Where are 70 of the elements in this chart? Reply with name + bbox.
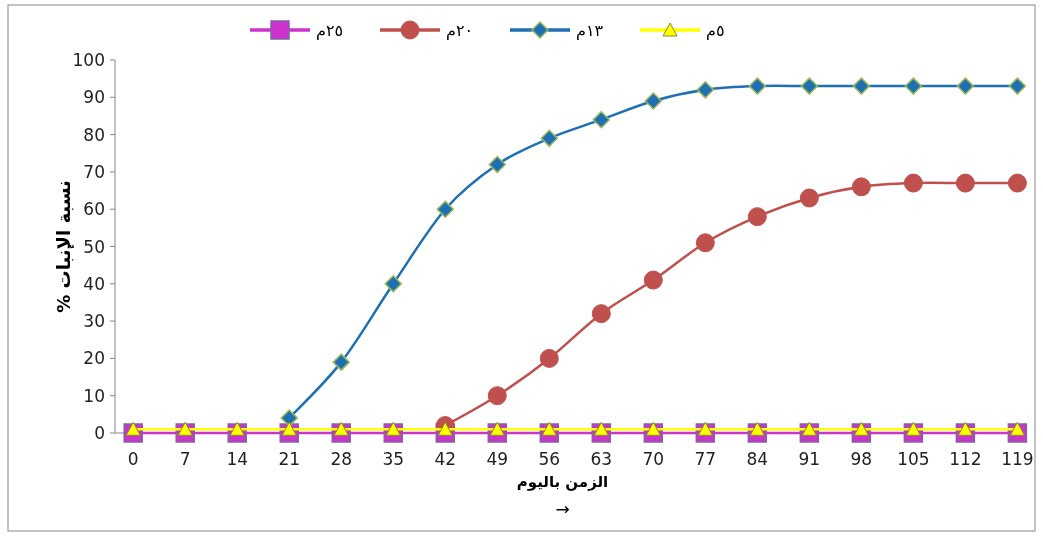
y-tick-label: 30 bbox=[83, 311, 105, 332]
x-tick-label: 28 bbox=[330, 449, 353, 469]
y-tick-label: 0 bbox=[94, 423, 105, 443]
x-tick-label: 49 bbox=[486, 449, 509, 469]
point bbox=[333, 421, 349, 436]
point bbox=[903, 173, 923, 193]
y-tick-label: 40 bbox=[83, 273, 105, 294]
y-tick-label: 100 bbox=[72, 50, 105, 70]
x-tick-label: 91 bbox=[798, 449, 821, 469]
x-tick-label: 42 bbox=[434, 449, 457, 469]
point bbox=[1007, 173, 1027, 193]
point bbox=[436, 200, 455, 218]
x-tick-label: 77 bbox=[694, 449, 717, 469]
point bbox=[177, 421, 193, 436]
y-tick-label: 50 bbox=[83, 236, 105, 257]
point bbox=[539, 348, 559, 368]
point bbox=[851, 177, 871, 197]
y-axis-title: نسبة الإنبات % bbox=[53, 180, 74, 313]
legend-label: ١٣م bbox=[576, 21, 604, 40]
y-tick-label: 80 bbox=[83, 124, 105, 145]
point bbox=[385, 421, 401, 436]
y-tick-label: 20 bbox=[83, 348, 105, 369]
x-tick-label: 63 bbox=[590, 449, 613, 469]
x-tick-label: 7 bbox=[179, 449, 191, 469]
x-tick-label: 35 bbox=[382, 449, 405, 469]
y-tick-label: 90 bbox=[83, 87, 105, 108]
point bbox=[280, 409, 298, 427]
point bbox=[540, 129, 559, 148]
point bbox=[591, 304, 611, 324]
legend-label: ٥م bbox=[706, 21, 725, 40]
point bbox=[955, 173, 975, 193]
point bbox=[1008, 77, 1027, 95]
x-tick-label: 98 bbox=[850, 449, 873, 469]
point bbox=[281, 421, 297, 436]
point bbox=[332, 353, 350, 371]
point bbox=[904, 77, 923, 95]
point bbox=[437, 421, 453, 436]
point bbox=[800, 77, 819, 95]
point bbox=[799, 188, 819, 208]
x-tick-label: 56 bbox=[538, 449, 561, 469]
text: → bbox=[555, 499, 570, 519]
point bbox=[747, 207, 767, 227]
point bbox=[696, 81, 715, 99]
y-tick-label: 70 bbox=[83, 161, 105, 182]
y-tick-label: 10 bbox=[83, 385, 105, 406]
point bbox=[384, 275, 403, 293]
x-tick-label: 112 bbox=[949, 449, 982, 469]
point bbox=[592, 110, 611, 129]
point bbox=[229, 421, 245, 436]
point bbox=[487, 386, 507, 406]
legend-label: ٢٥م bbox=[316, 21, 344, 40]
x-tick-label: 119 bbox=[1001, 449, 1034, 469]
x-axis-title: الزمن باليوم bbox=[516, 473, 609, 491]
x-tick-label: 21 bbox=[278, 449, 301, 469]
point bbox=[644, 92, 663, 110]
x-tick-label: 105 bbox=[897, 449, 930, 469]
point bbox=[125, 421, 141, 436]
point bbox=[488, 155, 507, 174]
y-tick-label: 60 bbox=[83, 199, 105, 220]
point bbox=[852, 77, 871, 95]
point bbox=[695, 233, 715, 253]
point bbox=[643, 270, 663, 290]
point bbox=[748, 77, 767, 95]
x-tick-label: 70 bbox=[642, 449, 665, 469]
x-tick-label: 14 bbox=[226, 449, 249, 469]
x-tick-label: 0 bbox=[127, 449, 139, 469]
legend-label: ٢٠م bbox=[446, 21, 474, 40]
point bbox=[489, 421, 505, 436]
point bbox=[956, 77, 975, 95]
x-tick-label: 84 bbox=[746, 449, 769, 469]
